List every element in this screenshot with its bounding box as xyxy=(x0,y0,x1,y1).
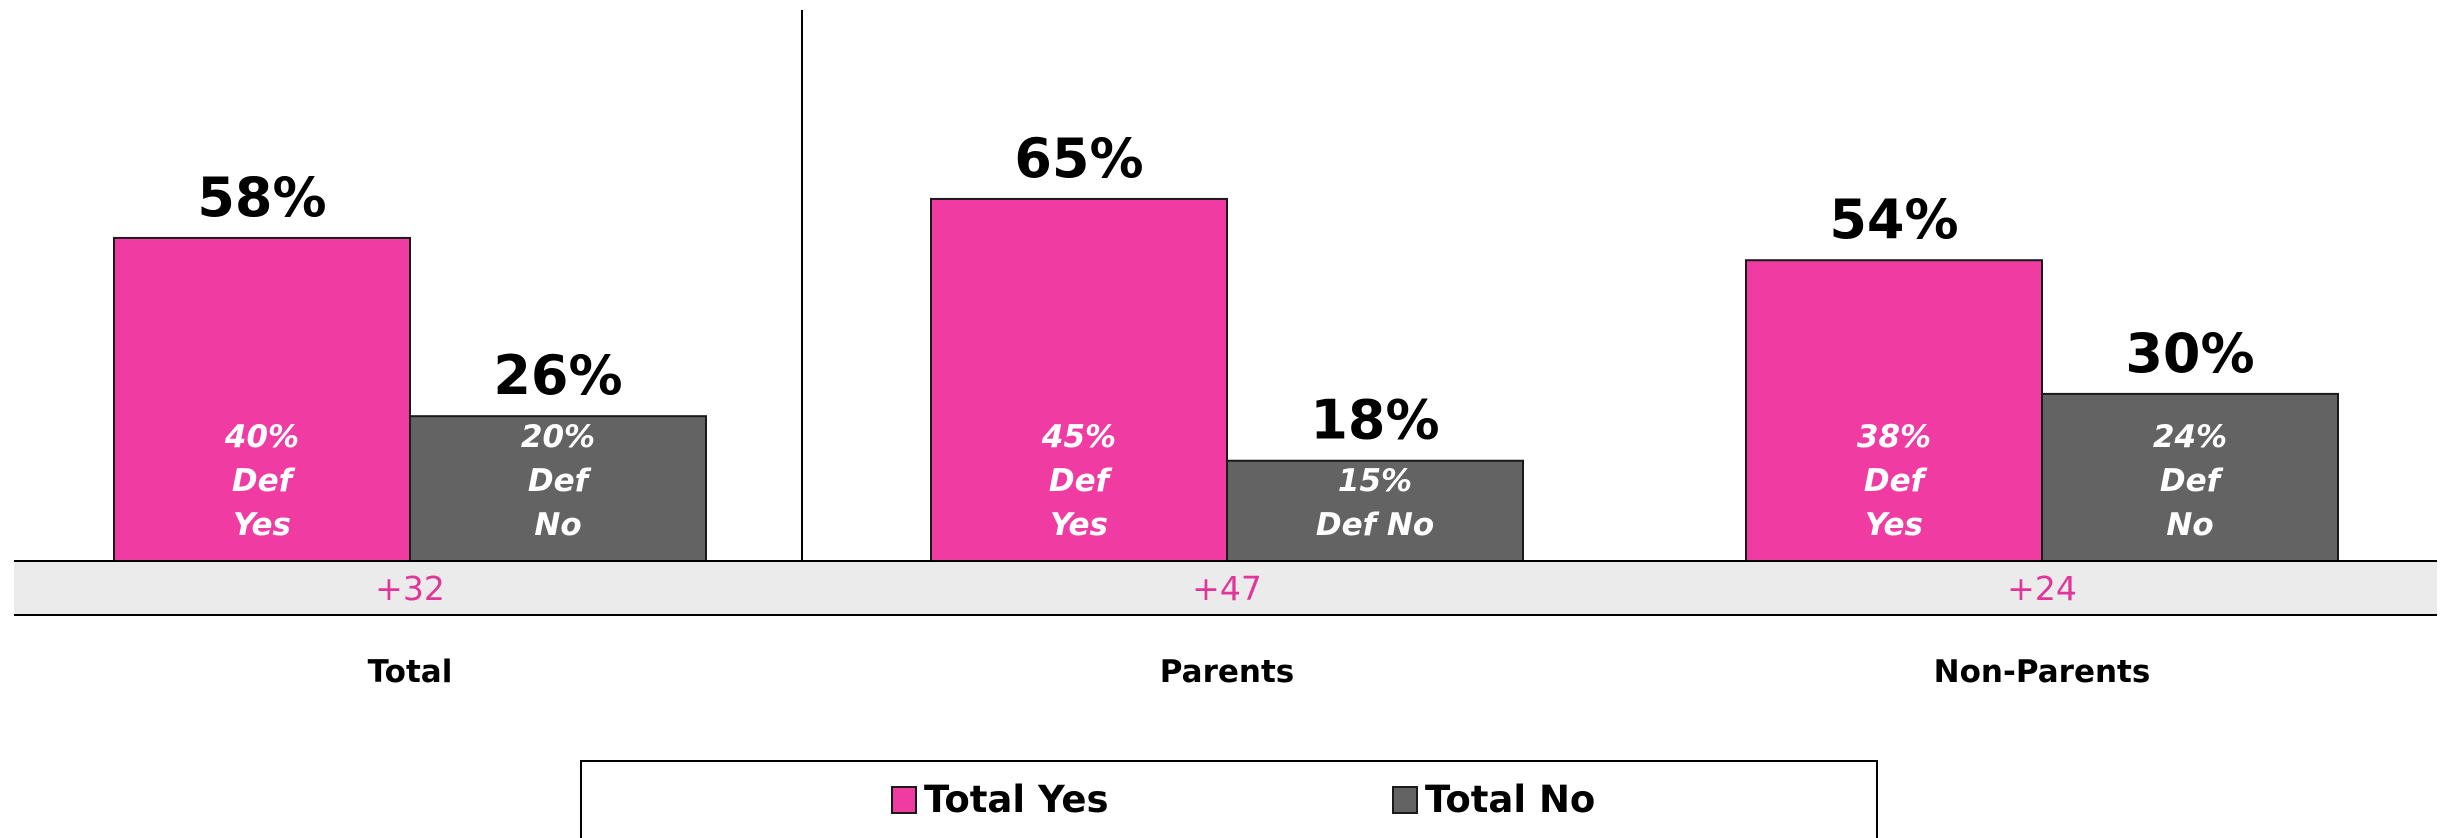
difference-label: +24 xyxy=(2007,569,2077,608)
bar-inner-label: Def xyxy=(2160,463,2224,499)
difference-band xyxy=(14,561,2437,615)
legend-box xyxy=(580,760,1878,838)
bar-inner-label: No xyxy=(534,507,581,543)
category-label-non-parents: Non-Parents xyxy=(1934,654,2151,690)
legend-swatch-total-no xyxy=(1392,786,1418,814)
legend: Total Yes Total No xyxy=(580,760,1878,838)
legend-label-total-yes: Total Yes xyxy=(924,778,1108,821)
legend-label-total-no: Total No xyxy=(1425,778,1595,821)
bar-value-label: 58% xyxy=(197,166,326,229)
bar-total-yes-total xyxy=(113,236,411,562)
bar-total-no-parents xyxy=(1226,459,1524,562)
bar-inner-label: 40% xyxy=(224,419,299,455)
bar-total-yes-non-parents xyxy=(1745,259,2043,562)
bar-inner-label: Def xyxy=(528,463,592,499)
labels-layer: 58% 40% Def Yes 26% 20% Def No +32 Total 65% 45% Def… xyxy=(197,127,2254,690)
bar-total-no-total xyxy=(409,415,707,562)
bar-inner-label: Def xyxy=(1864,463,1928,499)
bar-inner-label: 15% xyxy=(1338,463,1412,499)
bar-value-label: 54% xyxy=(1829,188,1958,251)
bar-value-label: 26% xyxy=(493,344,622,407)
legend-swatch-total-yes xyxy=(891,786,917,814)
category-label-total: Total xyxy=(368,654,453,690)
bar-inner-label: Def xyxy=(232,463,296,499)
bar-inner-label: 24% xyxy=(2153,419,2227,455)
bar-inner-label: 38% xyxy=(1857,419,1931,455)
bar-value-label: 65% xyxy=(1014,127,1143,190)
bar-inner-label: 45% xyxy=(1041,419,1116,455)
bar-inner-label: Def No xyxy=(1316,507,1434,543)
bars-layer xyxy=(113,197,2339,562)
bar-inner-label: Def xyxy=(1049,463,1113,499)
bar-inner-label: No xyxy=(2166,507,2213,543)
bar-total-no-non-parents xyxy=(2041,392,2339,562)
bar-total-yes-parents xyxy=(930,197,1228,562)
bar-value-label: 18% xyxy=(1310,389,1439,452)
difference-label: +32 xyxy=(375,569,445,608)
difference-label: +47 xyxy=(1192,569,1262,608)
bar-inner-label: 20% xyxy=(521,419,595,455)
category-label-parents: Parents xyxy=(1160,654,1294,690)
bar-value-label: 30% xyxy=(2125,322,2254,385)
bar-inner-label: Yes xyxy=(233,507,291,543)
bar-inner-label: Yes xyxy=(1865,507,1923,543)
bar-inner-label: Yes xyxy=(1050,507,1108,543)
